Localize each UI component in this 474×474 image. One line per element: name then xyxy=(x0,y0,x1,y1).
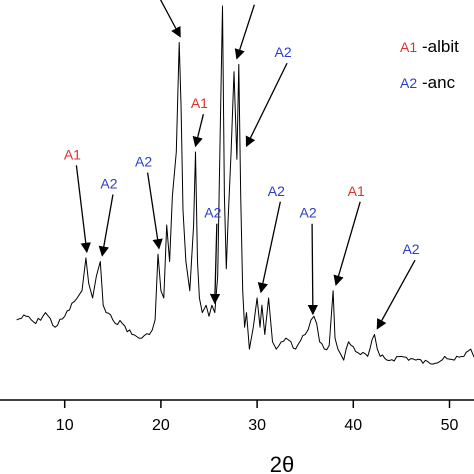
xrd-pattern-line xyxy=(16,5,474,365)
annotation-arrow xyxy=(234,4,255,60)
x-tick-label: 50 xyxy=(441,417,459,434)
x-tick-label: 30 xyxy=(248,417,266,434)
annotation-arrow xyxy=(245,62,288,148)
legend-marker-a2: A2 xyxy=(400,75,417,91)
annotation-label-a2: A2 xyxy=(300,205,317,221)
annotation-arrow xyxy=(333,201,361,286)
annotation-arrow xyxy=(257,201,281,294)
legend-marker-a1: A1 xyxy=(400,39,417,55)
annotation-label-a1: A1 xyxy=(348,183,365,199)
annotation-label-a1: A1 xyxy=(64,146,81,162)
annotation-arrow xyxy=(159,0,181,38)
annotation-label-a2: A2 xyxy=(135,154,152,170)
annotation-label-a2: A2 xyxy=(204,205,221,221)
annotation-arrow xyxy=(146,172,163,250)
legend: A1 -albit A2 -anc xyxy=(400,37,459,92)
x-axis-label: 2θ xyxy=(270,452,294,474)
x-tick-label: 20 xyxy=(152,417,170,434)
series-layer xyxy=(16,5,474,365)
annotation-label-a1: A1 xyxy=(191,95,208,111)
annotation-label-a2: A2 xyxy=(100,176,117,192)
annotation-arrow xyxy=(98,194,114,257)
annotation-arrow xyxy=(209,223,221,305)
annotation-arrow xyxy=(192,114,205,148)
annotation-label-a2: A2 xyxy=(402,241,419,257)
annotation-label-a2: A2 xyxy=(275,44,292,60)
legend-text-a1: -albit xyxy=(422,37,459,56)
x-tick-label: 40 xyxy=(344,417,362,434)
annotation-arrow xyxy=(376,259,416,330)
annotation-arrow xyxy=(75,165,91,254)
annotation-label-a2: A2 xyxy=(242,0,259,2)
annotation-arrow xyxy=(307,223,319,316)
x-tick-label: 10 xyxy=(56,417,74,434)
x-ticks: 10 20 30 40 50 xyxy=(56,400,459,434)
annotation-label-a2: A2 xyxy=(268,183,285,199)
annotation-layer: A1 A2 A2 A1 A1 A2 A2 A2 A2 A2 A1 A2 xyxy=(64,0,420,330)
legend-text-a2: -anc xyxy=(422,73,456,92)
